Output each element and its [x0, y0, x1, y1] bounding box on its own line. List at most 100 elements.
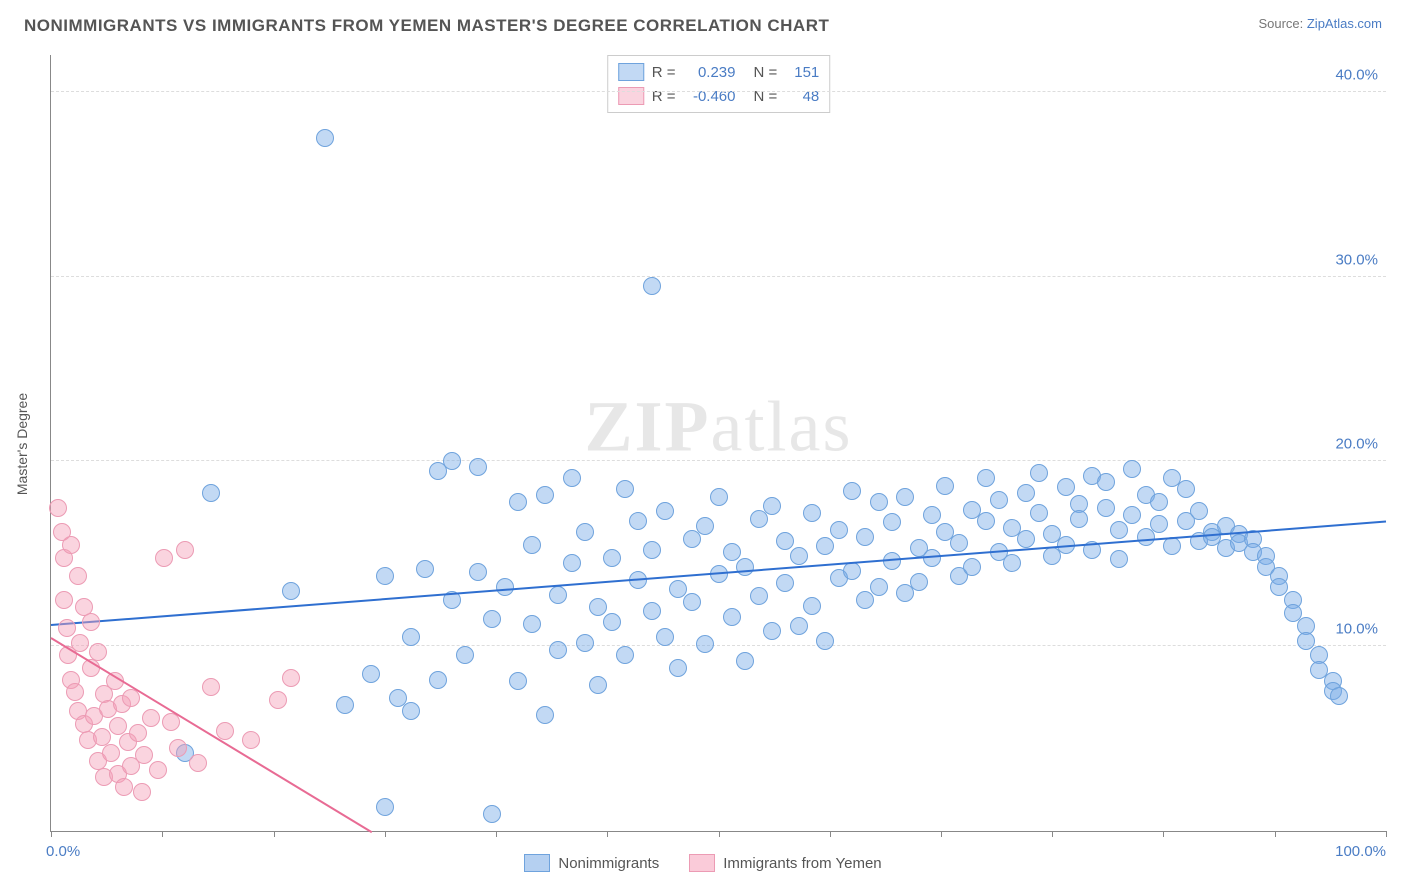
x-tick	[1052, 831, 1053, 837]
y-axis-title: Master's Degree	[14, 392, 30, 494]
x-tick	[719, 831, 720, 837]
data-point	[509, 493, 527, 511]
data-point	[376, 798, 394, 816]
x-tick	[51, 831, 52, 837]
plot-region: ZIPatlas R =0.239N =151R =-0.460N =48 10…	[50, 55, 1386, 832]
trend-line	[51, 521, 1386, 626]
data-point	[723, 543, 741, 561]
data-point	[576, 523, 594, 541]
data-point	[536, 486, 554, 504]
legend-swatch	[689, 854, 715, 872]
data-point	[616, 646, 634, 664]
data-point	[202, 484, 220, 502]
data-point	[483, 805, 501, 823]
data-point	[282, 669, 300, 687]
data-point	[856, 528, 874, 546]
legend-swatch	[524, 854, 550, 872]
data-point	[1330, 687, 1348, 705]
legend-item: Nonimmigrants	[524, 854, 659, 872]
data-point	[536, 706, 554, 724]
data-point	[1123, 460, 1141, 478]
stats-row: R =0.239N =151	[618, 60, 820, 84]
data-point	[990, 491, 1008, 509]
data-point	[62, 536, 80, 554]
data-point	[142, 709, 160, 727]
data-point	[790, 617, 808, 635]
data-point	[669, 659, 687, 677]
data-point	[169, 739, 187, 757]
data-point	[66, 683, 84, 701]
data-point	[963, 558, 981, 576]
data-point	[603, 613, 621, 631]
data-point	[843, 482, 861, 500]
stats-legend-box: R =0.239N =151R =-0.460N =48	[607, 55, 831, 113]
y-tick-label: 10.0%	[1335, 621, 1378, 638]
data-point	[523, 615, 541, 633]
grid-line	[51, 276, 1386, 277]
data-point	[49, 499, 67, 517]
data-point	[816, 632, 834, 650]
data-point	[509, 672, 527, 690]
x-tick	[1386, 831, 1387, 837]
data-point	[643, 541, 661, 559]
data-point	[483, 610, 501, 628]
header: NONIMMIGRANTS VS IMMIGRANTS FROM YEMEN M…	[0, 0, 1406, 44]
x-tick	[162, 831, 163, 837]
data-point	[89, 643, 107, 661]
data-point	[1003, 554, 1021, 572]
data-point	[282, 582, 300, 600]
data-point	[1297, 632, 1315, 650]
grid-line	[51, 460, 1386, 461]
data-point	[1030, 464, 1048, 482]
data-point	[776, 532, 794, 550]
grid-line	[51, 91, 1386, 92]
data-point	[923, 506, 941, 524]
data-point	[696, 517, 714, 535]
legend-item: Immigrants from Yemen	[689, 854, 881, 872]
data-point	[950, 534, 968, 552]
data-point	[109, 717, 127, 735]
data-point	[376, 567, 394, 585]
data-point	[763, 622, 781, 640]
x-tick	[830, 831, 831, 837]
data-point	[589, 598, 607, 616]
x-tick	[607, 831, 608, 837]
data-point	[603, 549, 621, 567]
r-value: 0.239	[684, 64, 736, 81]
data-point	[429, 671, 447, 689]
x-tick	[274, 831, 275, 837]
data-point	[456, 646, 474, 664]
data-point	[589, 676, 607, 694]
data-point	[549, 586, 567, 604]
data-point	[616, 480, 634, 498]
data-point	[549, 641, 567, 659]
data-point	[736, 558, 754, 576]
data-point	[176, 541, 194, 559]
data-point	[1030, 504, 1048, 522]
data-point	[129, 724, 147, 742]
y-tick-label: 20.0%	[1335, 436, 1378, 453]
x-tick	[496, 831, 497, 837]
data-point	[316, 129, 334, 147]
data-point	[977, 469, 995, 487]
data-point	[269, 691, 287, 709]
data-point	[1177, 480, 1195, 498]
data-point	[1057, 478, 1075, 496]
data-point	[1017, 530, 1035, 548]
data-point	[870, 493, 888, 511]
data-point	[830, 521, 848, 539]
data-point	[149, 761, 167, 779]
data-point	[629, 512, 647, 530]
data-point	[362, 665, 380, 683]
data-point	[69, 567, 87, 585]
source-prefix: Source:	[1258, 16, 1306, 31]
data-point	[696, 635, 714, 653]
data-point	[82, 613, 100, 631]
legend-swatch	[618, 63, 644, 81]
watermark: ZIPatlas	[585, 386, 853, 469]
data-point	[750, 587, 768, 605]
data-point	[443, 452, 461, 470]
data-point	[723, 608, 741, 626]
source-link[interactable]: ZipAtlas.com	[1307, 16, 1382, 31]
source-attribution: Source: ZipAtlas.com	[1258, 16, 1382, 31]
